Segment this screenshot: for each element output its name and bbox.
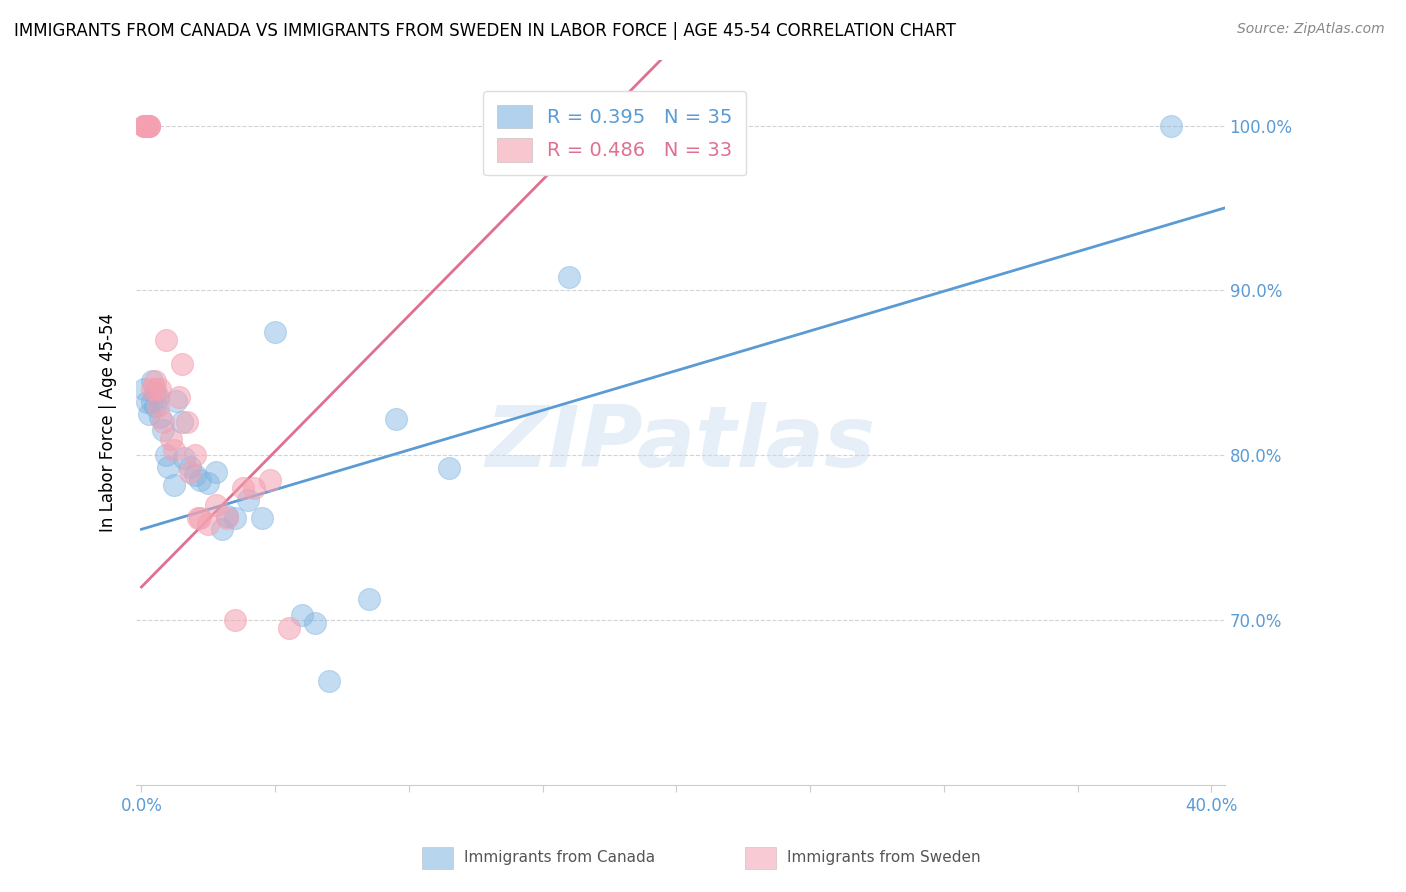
Y-axis label: In Labor Force | Age 45-54: In Labor Force | Age 45-54 bbox=[100, 313, 117, 532]
Point bbox=[167, 391, 190, 405]
Point bbox=[188, 510, 211, 524]
Point bbox=[138, 407, 160, 421]
Point bbox=[165, 393, 187, 408]
Point bbox=[384, 412, 406, 426]
Point bbox=[184, 448, 207, 462]
Text: Immigrants from Canada: Immigrants from Canada bbox=[464, 850, 655, 865]
Text: IMMIGRANTS FROM CANADA VS IMMIGRANTS FROM SWEDEN IN LABOR FORCE | AGE 45-54 CORR: IMMIGRANTS FROM CANADA VS IMMIGRANTS FRO… bbox=[14, 22, 956, 40]
Point bbox=[155, 448, 177, 462]
Point bbox=[134, 119, 156, 133]
Point bbox=[143, 399, 166, 413]
Point bbox=[152, 424, 174, 438]
Text: Source: ZipAtlas.com: Source: ZipAtlas.com bbox=[1237, 22, 1385, 37]
Text: Immigrants from Sweden: Immigrants from Sweden bbox=[787, 850, 981, 865]
Point bbox=[138, 119, 160, 133]
Point bbox=[188, 473, 211, 487]
Point bbox=[357, 591, 380, 606]
Point bbox=[143, 374, 166, 388]
Point bbox=[173, 451, 195, 466]
Point bbox=[304, 616, 326, 631]
Point bbox=[141, 374, 163, 388]
Point bbox=[205, 498, 228, 512]
Point bbox=[197, 476, 219, 491]
Point bbox=[143, 385, 166, 400]
Point bbox=[187, 510, 209, 524]
Point bbox=[250, 510, 273, 524]
Point bbox=[232, 481, 254, 495]
Point bbox=[264, 325, 287, 339]
Point bbox=[146, 391, 169, 405]
Point bbox=[238, 492, 260, 507]
Point bbox=[170, 358, 193, 372]
Point bbox=[141, 382, 163, 396]
Point bbox=[143, 382, 166, 396]
Point bbox=[437, 461, 460, 475]
Point bbox=[211, 522, 233, 536]
Point bbox=[1160, 119, 1182, 133]
Point bbox=[149, 382, 172, 396]
Point bbox=[155, 333, 177, 347]
Point bbox=[179, 465, 201, 479]
Point bbox=[152, 415, 174, 429]
Point bbox=[135, 119, 157, 133]
Text: ZIPatlas: ZIPatlas bbox=[485, 402, 876, 485]
Point bbox=[138, 119, 160, 133]
Point bbox=[179, 459, 201, 474]
Point bbox=[318, 673, 340, 688]
Point bbox=[162, 443, 184, 458]
Point bbox=[146, 399, 169, 413]
Point bbox=[184, 467, 207, 482]
Point bbox=[157, 459, 180, 474]
Legend: R = 0.395   N = 35, R = 0.486   N = 33: R = 0.395 N = 35, R = 0.486 N = 33 bbox=[484, 91, 747, 176]
Point bbox=[243, 481, 266, 495]
Point bbox=[135, 119, 157, 133]
Point bbox=[149, 410, 172, 425]
Point bbox=[134, 382, 156, 396]
Point bbox=[197, 517, 219, 532]
Point bbox=[162, 478, 184, 492]
Point bbox=[138, 119, 160, 133]
Point bbox=[291, 607, 314, 622]
Point bbox=[135, 395, 157, 409]
Point bbox=[134, 119, 156, 133]
Point bbox=[135, 119, 157, 133]
Point bbox=[558, 270, 581, 285]
Point bbox=[215, 510, 238, 524]
Point bbox=[134, 119, 156, 133]
Point bbox=[160, 432, 183, 446]
Point bbox=[259, 473, 281, 487]
Point bbox=[176, 415, 198, 429]
Point bbox=[205, 465, 228, 479]
Point bbox=[170, 415, 193, 429]
Point bbox=[224, 510, 246, 524]
Point bbox=[277, 621, 299, 635]
Point bbox=[224, 613, 246, 627]
Point bbox=[141, 395, 163, 409]
Point bbox=[215, 509, 238, 524]
